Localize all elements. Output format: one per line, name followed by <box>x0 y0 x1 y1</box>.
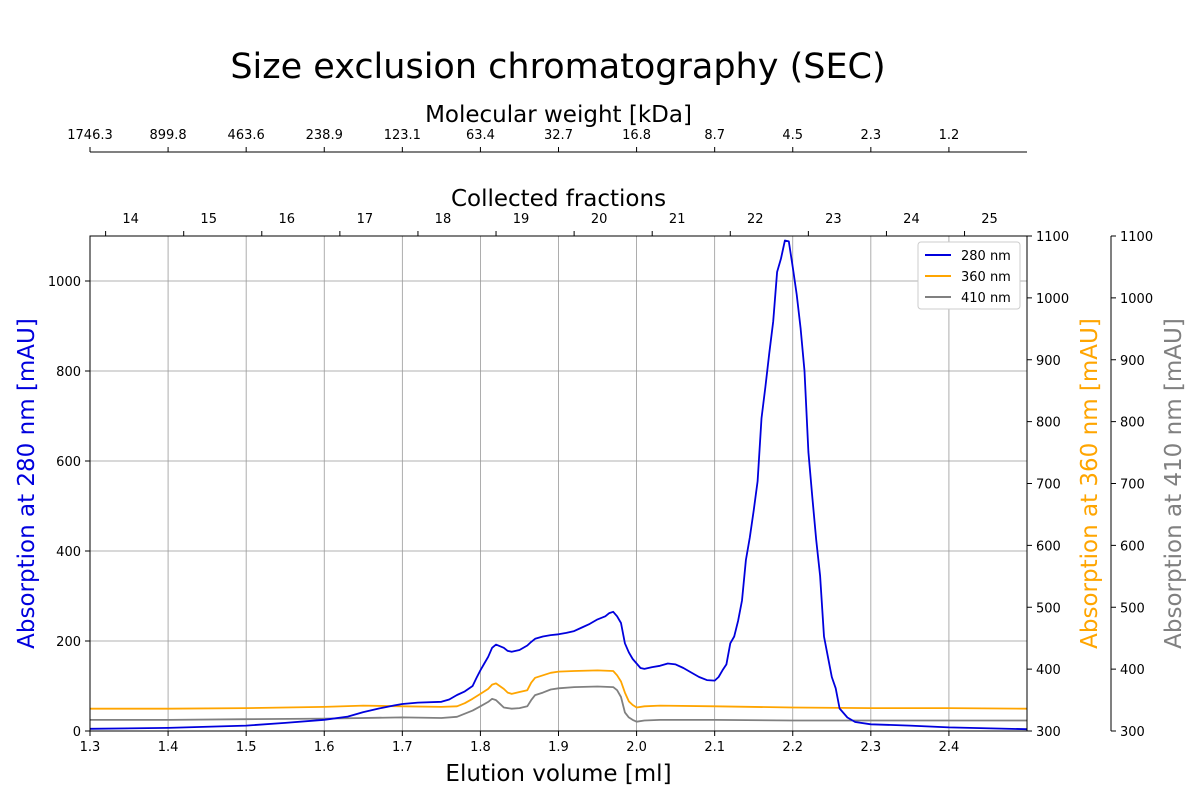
x-tick-label: 1.7 <box>392 740 413 755</box>
fractions-axis-label: Collected fractions <box>451 186 666 212</box>
series-lines <box>89 239 1028 731</box>
y-tick-label-280: 0 <box>73 725 81 740</box>
x-tick-label: 2.1 <box>704 740 725 755</box>
fraction-tick-label: 19 <box>513 212 530 227</box>
y-tick-label-410: 1100 <box>1120 230 1153 245</box>
legend-entry: 410 nm <box>961 291 1011 306</box>
y-tick-label-410: 700 <box>1120 478 1145 493</box>
x-tick-label: 2.4 <box>939 740 960 755</box>
y-tick-label-360: 400 <box>1036 663 1061 678</box>
y-tick-label-360: 700 <box>1036 478 1061 493</box>
y-tick-label-410: 800 <box>1120 416 1145 431</box>
y-tick-label-280: 600 <box>56 455 81 470</box>
x-tick-label: 2.2 <box>782 740 803 755</box>
x-tick-label: 1.6 <box>314 740 335 755</box>
fraction-tick-label: 18 <box>435 212 452 227</box>
fraction-tick-label: 23 <box>825 212 842 227</box>
y-tick-label-360: 500 <box>1036 601 1061 616</box>
fraction-tick-label: 24 <box>903 212 920 227</box>
grid-lines <box>89 236 1027 732</box>
y-tick-label-360: 300 <box>1036 725 1061 740</box>
x-tick-label: 1.9 <box>548 740 569 755</box>
y-axis-label-410: Absorption at 410 nm [mAU] <box>1161 318 1187 649</box>
axes: 1.3 1.4 1.5 1.6 1.7 1.8 1.9 2.0 2.1 2.2 2.3 2.4 Elut… <box>14 102 1187 787</box>
mw-tick-label: 4.5 <box>782 128 803 143</box>
y-tick-label-280: 400 <box>56 545 81 560</box>
series-line-280-nm <box>89 239 1028 731</box>
mw-tick-label: 63.4 <box>466 128 495 143</box>
x-tick-label: 1.5 <box>236 740 257 755</box>
mw-tick-label: 2.3 <box>860 128 881 143</box>
y-tick-label-360: 1100 <box>1036 230 1069 245</box>
y-tick-label-360: 900 <box>1036 354 1061 369</box>
mw-tick-label: 32.7 <box>544 128 573 143</box>
y-tick-label-280: 200 <box>56 635 81 650</box>
y-axis-label-280: Absorption at 280 nm [mAU] <box>14 318 40 649</box>
legend-entry: 360 nm <box>961 270 1011 285</box>
y-tick-label-280: 800 <box>56 365 81 380</box>
y-axis-label-360: Absorption at 360 nm [mAU] <box>1077 318 1103 649</box>
x-tick-label: 1.8 <box>470 740 491 755</box>
x-axis-label: Elution volume [ml] <box>445 761 671 787</box>
x-tick-label: 1.4 <box>158 740 179 755</box>
y-tick-label-410: 1000 <box>1120 292 1153 307</box>
mw-tick-label: 1.2 <box>939 128 960 143</box>
y-tick-label-410: 900 <box>1120 354 1145 369</box>
y-tick-label-410: 500 <box>1120 601 1145 616</box>
x-tick-label: 1.3 <box>80 740 101 755</box>
fraction-tick-label: 14 <box>122 212 139 227</box>
x-tick-label: 2.0 <box>626 740 647 755</box>
mw-tick-label: 463.6 <box>228 128 265 143</box>
chart-title: Size exclusion chromatography (SEC) <box>230 47 885 87</box>
series-line-360-nm <box>90 669 1028 710</box>
y-tick-label-360: 600 <box>1036 539 1061 554</box>
legend-entry: 280 nm <box>961 249 1011 264</box>
legend-box <box>917 241 1021 310</box>
y-tick-label-410: 400 <box>1120 663 1145 678</box>
y-tick-label-410: 600 <box>1120 539 1145 554</box>
y-tick-label-360: 1000 <box>1036 292 1069 307</box>
mw-tick-label: 8.7 <box>704 128 725 143</box>
series-line-410-nm <box>90 685 1027 723</box>
fraction-tick-label: 20 <box>591 212 608 227</box>
y-tick-label-360: 800 <box>1036 416 1061 431</box>
mw-tick-label: 899.8 <box>149 128 186 143</box>
mw-tick-label: 123.1 <box>384 128 421 143</box>
fraction-tick-label: 25 <box>981 212 998 227</box>
mw-tick-label: 238.9 <box>306 128 343 143</box>
mw-axis-label: Molecular weight [kDa] <box>425 102 692 128</box>
x-tick-label: 2.3 <box>860 740 881 755</box>
legend: 280 nm 360 nm 410 nm <box>917 241 1021 310</box>
fraction-tick-label: 15 <box>200 212 217 227</box>
fraction-tick-label: 17 <box>357 212 374 227</box>
y-tick-label-410: 300 <box>1120 725 1145 740</box>
fraction-tick-label: 16 <box>279 212 296 227</box>
y-tick-label-280: 1000 <box>48 275 81 290</box>
mw-tick-label: 1746.3 <box>67 128 113 143</box>
fraction-tick-label: 21 <box>669 212 686 227</box>
fraction-tick-label: 22 <box>747 212 764 227</box>
mw-tick-label: 16.8 <box>622 128 651 143</box>
